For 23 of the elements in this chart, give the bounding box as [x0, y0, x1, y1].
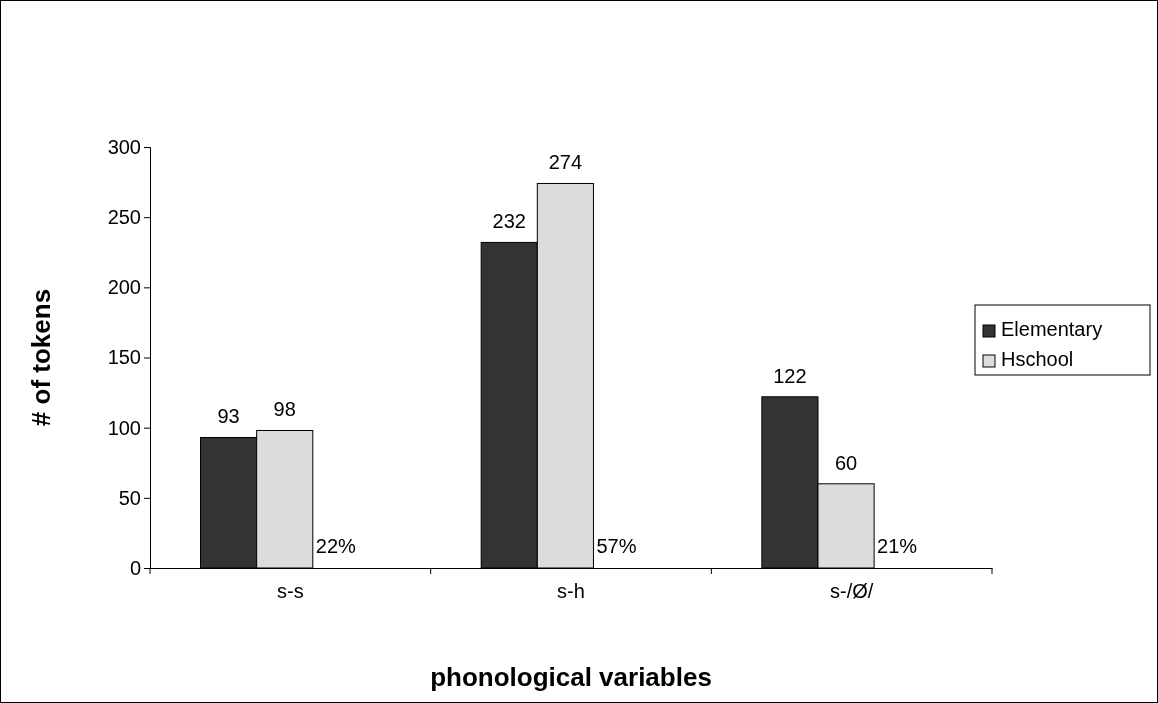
- x-tick-label: s-s: [277, 580, 304, 603]
- data-label: 232: [492, 210, 526, 233]
- annotation: 22%: [315, 535, 357, 558]
- y-tick-label: 0: [129, 556, 141, 579]
- annotation: 21%: [877, 535, 918, 558]
- y-tick-label: 300: [107, 135, 141, 158]
- data-label: 60: [834, 451, 858, 474]
- y-tick-label: 100: [107, 416, 141, 439]
- annotation: 57%: [596, 535, 637, 558]
- data-label: 122: [773, 364, 807, 387]
- y-tick-label: 250: [107, 206, 141, 229]
- y-tick-label: 200: [107, 276, 141, 299]
- legend-label: Elementary: [1001, 318, 1103, 341]
- data-label: 98: [273, 398, 296, 421]
- y-tick-label: 150: [107, 346, 141, 369]
- x-axis-title: phonological variables: [430, 662, 712, 692]
- x-tick-label: s-h: [557, 580, 585, 603]
- data-label: 93: [217, 405, 240, 428]
- x-tick-label: s-/Ø/: [829, 580, 874, 603]
- y-tick-label: 50: [118, 486, 141, 509]
- y-axis-title: # of tokens: [26, 288, 56, 427]
- legend-label: Hschool: [1001, 348, 1074, 371]
- data-label: 274: [548, 151, 583, 174]
